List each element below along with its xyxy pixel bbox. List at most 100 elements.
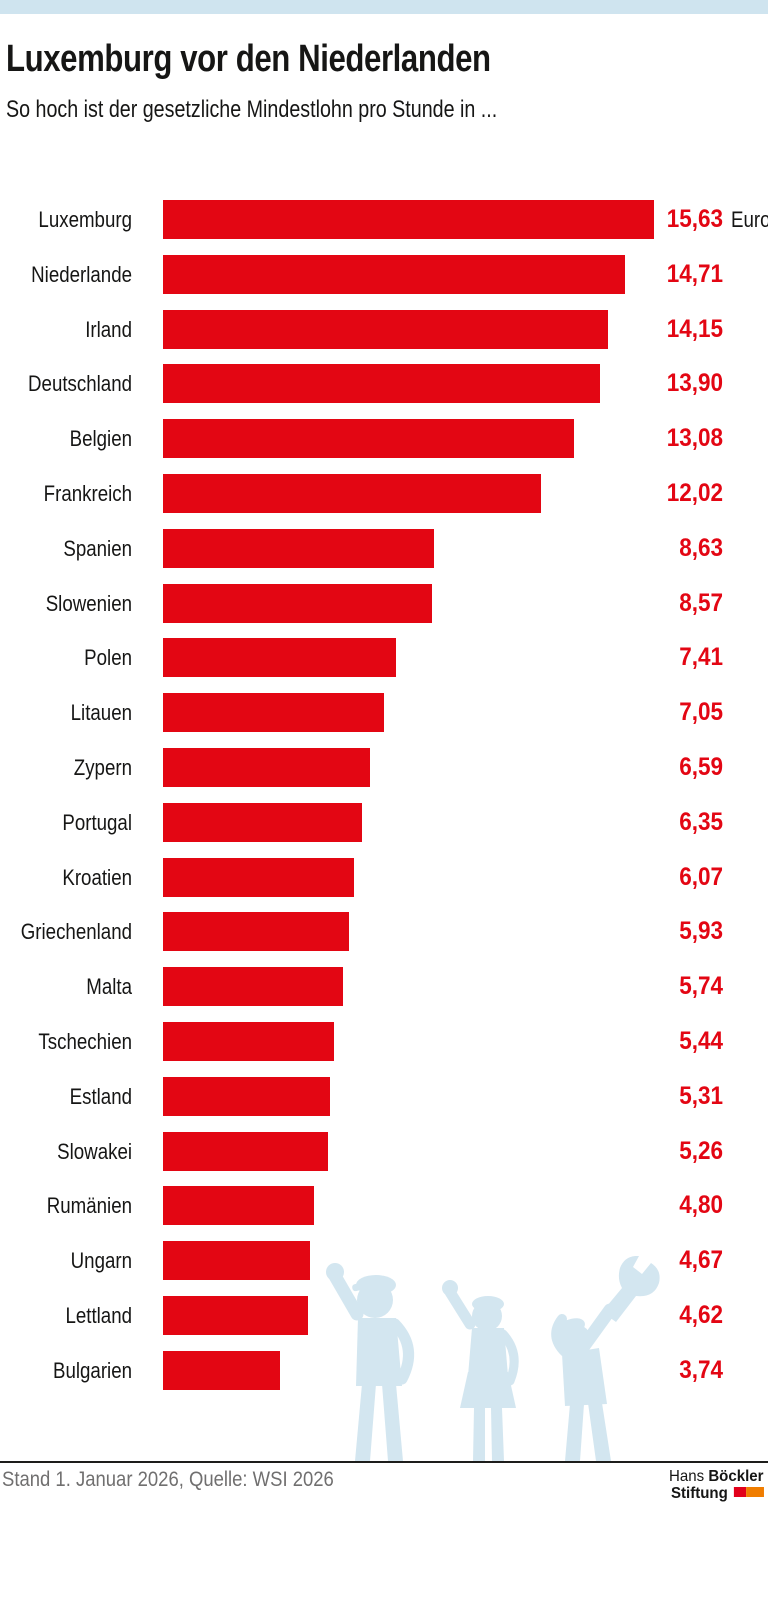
bar-row: Tschechien 5,44 [0, 1022, 768, 1061]
value-bar [163, 474, 541, 513]
bar-row: Slowakei 5,26 [0, 1131, 768, 1171]
top-accent-band [0, 0, 768, 14]
country-label: Kroatien [62, 864, 132, 890]
bar-row: Griechenland 5,93 [0, 912, 768, 952]
value-label: 5,31 [679, 1081, 723, 1110]
value-bar [163, 802, 362, 842]
bar-row: Spanien 8,63 [0, 528, 768, 568]
value-bar [163, 967, 343, 1007]
country-label: Lettland [65, 1303, 132, 1328]
value-label: 7,05 [679, 698, 723, 727]
logo-orange-square [745, 1487, 763, 1497]
country-label: Estland [69, 1083, 132, 1109]
value-bar [163, 1241, 310, 1281]
logo-line1: Hans Böckler [668, 1468, 763, 1485]
bar-row: Lettland 4,62 [0, 1296, 768, 1335]
bar-row: Luxemburg 15,63 Euro [0, 200, 768, 239]
bar-row: Deutschland 13,90 [0, 364, 768, 404]
unit-label: Euro [731, 207, 768, 232]
country-label: Slowenien [45, 590, 132, 616]
chart-subtitle: So hoch ist der gesetzliche Mindestlohn … [6, 96, 498, 123]
country-label: Polen [84, 645, 132, 671]
country-label: Ungarn [70, 1248, 132, 1274]
country-label: Luxemburg [38, 207, 132, 232]
value-label: 5,26 [679, 1136, 723, 1165]
source-note: Stand 1. Januar 2026, Quelle: WSI 2026 [2, 1468, 334, 1491]
value-bar [163, 1186, 314, 1226]
value-bar [163, 1131, 328, 1171]
value-label: 5,93 [679, 917, 723, 946]
country-label: Deutschland [28, 371, 132, 397]
value-bar [163, 309, 608, 349]
chart-title: Luxemburg vor den Niederlanden [6, 38, 491, 80]
value-label: 5,74 [679, 972, 723, 1001]
value-bar [163, 1022, 334, 1061]
value-label: 6,35 [679, 807, 723, 836]
bar-row: Slowenien 8,57 [0, 583, 768, 623]
bar-row: Niederlande 14,71 [0, 254, 768, 294]
bar-row: Zypern 6,59 [0, 748, 768, 787]
bar-row: Polen 7,41 [0, 638, 768, 678]
value-label: 8,57 [679, 588, 723, 617]
footer-divider-line [0, 1461, 768, 1463]
value-label: 13,90 [666, 369, 723, 398]
value-bar [163, 748, 370, 787]
value-bar [163, 1076, 330, 1116]
bar-row: Estland 5,31 [0, 1076, 768, 1116]
value-label: 4,62 [679, 1301, 723, 1329]
bar-row: Malta 5,74 [0, 967, 768, 1007]
value-bar [163, 583, 432, 623]
worker-silhouettes-icon [326, 1256, 660, 1461]
value-bar [163, 254, 625, 294]
value-bar [163, 693, 384, 733]
bar-row: Kroatien 6,07 [0, 857, 768, 897]
value-bar [163, 912, 349, 952]
country-label: Griechenland [20, 919, 133, 945]
bar-row: Portugal 6,35 [0, 802, 768, 842]
country-label: Spanien [63, 535, 132, 561]
country-label: Bulgarien [52, 1357, 133, 1383]
country-label: Slowakei [57, 1138, 132, 1164]
value-label: 14,15 [666, 314, 723, 343]
value-bar [163, 638, 396, 678]
bar-row: Frankreich 12,02 [0, 474, 768, 513]
country-label: Belgien [69, 426, 132, 452]
value-label: 6,07 [679, 862, 723, 891]
value-label: 7,41 [679, 643, 723, 672]
bar-row: Irland 14,15 [0, 309, 768, 349]
value-bar [163, 364, 600, 404]
bar-row: Litauen 7,05 [0, 693, 768, 733]
value-bar [163, 1296, 308, 1335]
country-label: Litauen [70, 700, 132, 726]
country-label: Frankreich [43, 481, 132, 506]
value-label: 12,02 [666, 479, 723, 507]
country-label: Niederlande [31, 261, 132, 287]
country-label: Portugal [62, 809, 132, 835]
value-label: 4,67 [679, 1246, 723, 1275]
country-label: Irland [85, 316, 132, 342]
value-bar [163, 419, 574, 459]
value-label: 13,08 [666, 424, 723, 453]
logo-line2: Stiftung [669, 1485, 763, 1502]
value-label: 3,74 [679, 1355, 723, 1384]
country-label: Malta [86, 974, 132, 1000]
bar-row: Rumänien 4,80 [0, 1186, 768, 1226]
value-label: 8,63 [679, 533, 723, 562]
logo-red-square [732, 1487, 746, 1497]
value-bar [163, 528, 434, 568]
country-label: Zypern [73, 755, 132, 780]
value-bar [163, 857, 354, 897]
value-bar [163, 1350, 280, 1390]
value-label: 14,71 [666, 259, 723, 288]
value-label: 15,63 [666, 205, 723, 233]
country-label: Tschechien [38, 1029, 132, 1054]
value-label: 4,80 [679, 1191, 723, 1220]
country-label: Rumänien [46, 1193, 132, 1219]
value-bar [163, 200, 654, 239]
bar-row: Bulgarien 3,74 [0, 1350, 768, 1390]
hans-boeckler-stiftung-logo: Hans Böckler Stiftung [669, 1468, 763, 1502]
bar-row: Belgien 13,08 [0, 419, 768, 459]
value-label: 5,44 [679, 1027, 723, 1055]
value-label: 6,59 [679, 753, 723, 781]
